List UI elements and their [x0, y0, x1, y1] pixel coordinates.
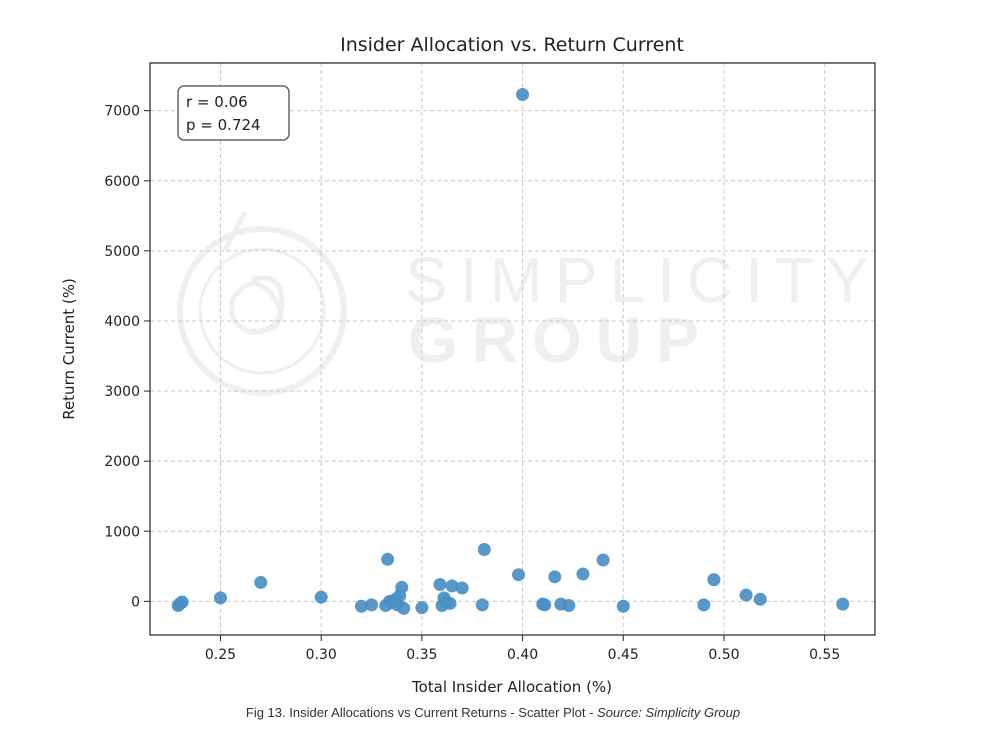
- data-point: [739, 588, 753, 602]
- y-tick-label: 3000: [104, 384, 140, 400]
- x-axis: 0.25 0.30 0.35 0.40 0.45 0.50 0.55: [205, 635, 840, 663]
- r-value-text: r = 0.06: [186, 93, 248, 111]
- y-tick-label: 2000: [104, 454, 140, 470]
- data-point: [443, 596, 457, 610]
- x-axis-label: Total Insider Allocation (%): [411, 678, 612, 696]
- watermark: SIMPLICITY GROUP: [177, 210, 881, 396]
- data-point: [475, 598, 489, 612]
- x-tick-label: 0.50: [708, 647, 739, 663]
- data-point: [596, 553, 610, 567]
- data-point: [415, 601, 429, 615]
- data-point: [516, 88, 530, 102]
- watermark-line2: GROUP: [408, 304, 713, 376]
- y-axis-label: Return Current (%): [60, 278, 78, 420]
- data-point: [395, 580, 409, 594]
- data-point: [397, 601, 411, 615]
- y-tick-label: 4000: [104, 314, 140, 330]
- data-point: [538, 598, 552, 612]
- scatter-chart: SIMPLICITY GROUP 0.25 0.30 0.35 0.40 0.45 0.5…: [60, 34, 881, 696]
- p-value-text: p = 0.724: [186, 116, 261, 134]
- data-point: [354, 599, 368, 613]
- data-points: [171, 88, 850, 615]
- simplicity-group-logo: [177, 210, 347, 396]
- y-tick-label: 7000: [104, 104, 140, 120]
- data-point: [576, 567, 590, 581]
- caption-main: Fig 13. Insider Allocations vs Current R…: [245, 705, 598, 720]
- stats-annotation: r = 0.06 p = 0.724: [177, 85, 290, 141]
- data-point: [616, 599, 630, 613]
- x-tick-label: 0.35: [406, 647, 437, 663]
- data-point: [314, 590, 328, 604]
- data-point: [548, 570, 562, 584]
- x-tick-label: 0.55: [809, 647, 840, 663]
- y-tick-label: 0: [131, 594, 140, 610]
- chart-title: Insider Allocation vs. Return Current: [340, 34, 684, 56]
- data-point: [836, 597, 850, 611]
- figure-caption: Fig 13. Insider Allocations vs Current R…: [0, 705, 986, 720]
- data-point: [455, 581, 469, 595]
- x-tick-label: 0.40: [507, 647, 538, 663]
- data-point: [512, 568, 526, 582]
- data-point: [175, 595, 189, 609]
- data-point: [562, 599, 576, 613]
- plot-frame: [149, 62, 876, 636]
- caption-source: Source: Simplicity Group: [597, 705, 741, 720]
- x-tick-label: 0.45: [608, 647, 639, 663]
- x-tick-label: 0.30: [306, 647, 337, 663]
- data-point: [477, 542, 491, 556]
- data-point: [445, 579, 459, 593]
- y-tick-label: 1000: [104, 524, 140, 540]
- watermark-line1: SIMPLICITY: [405, 244, 881, 316]
- y-tick-label: 5000: [104, 244, 140, 260]
- data-point: [365, 598, 379, 612]
- data-point: [213, 591, 227, 605]
- stats-box: [177, 85, 290, 141]
- y-tick-label: 6000: [104, 174, 140, 190]
- x-tick-label: 0.25: [205, 647, 236, 663]
- data-point: [433, 578, 447, 592]
- data-point: [254, 575, 268, 589]
- data-point: [753, 592, 767, 606]
- data-point: [707, 573, 721, 587]
- data-point: [381, 552, 395, 566]
- y-axis: 0 1000 2000 3000 4000 5000 6000 7000: [104, 104, 150, 610]
- data-point: [697, 598, 711, 612]
